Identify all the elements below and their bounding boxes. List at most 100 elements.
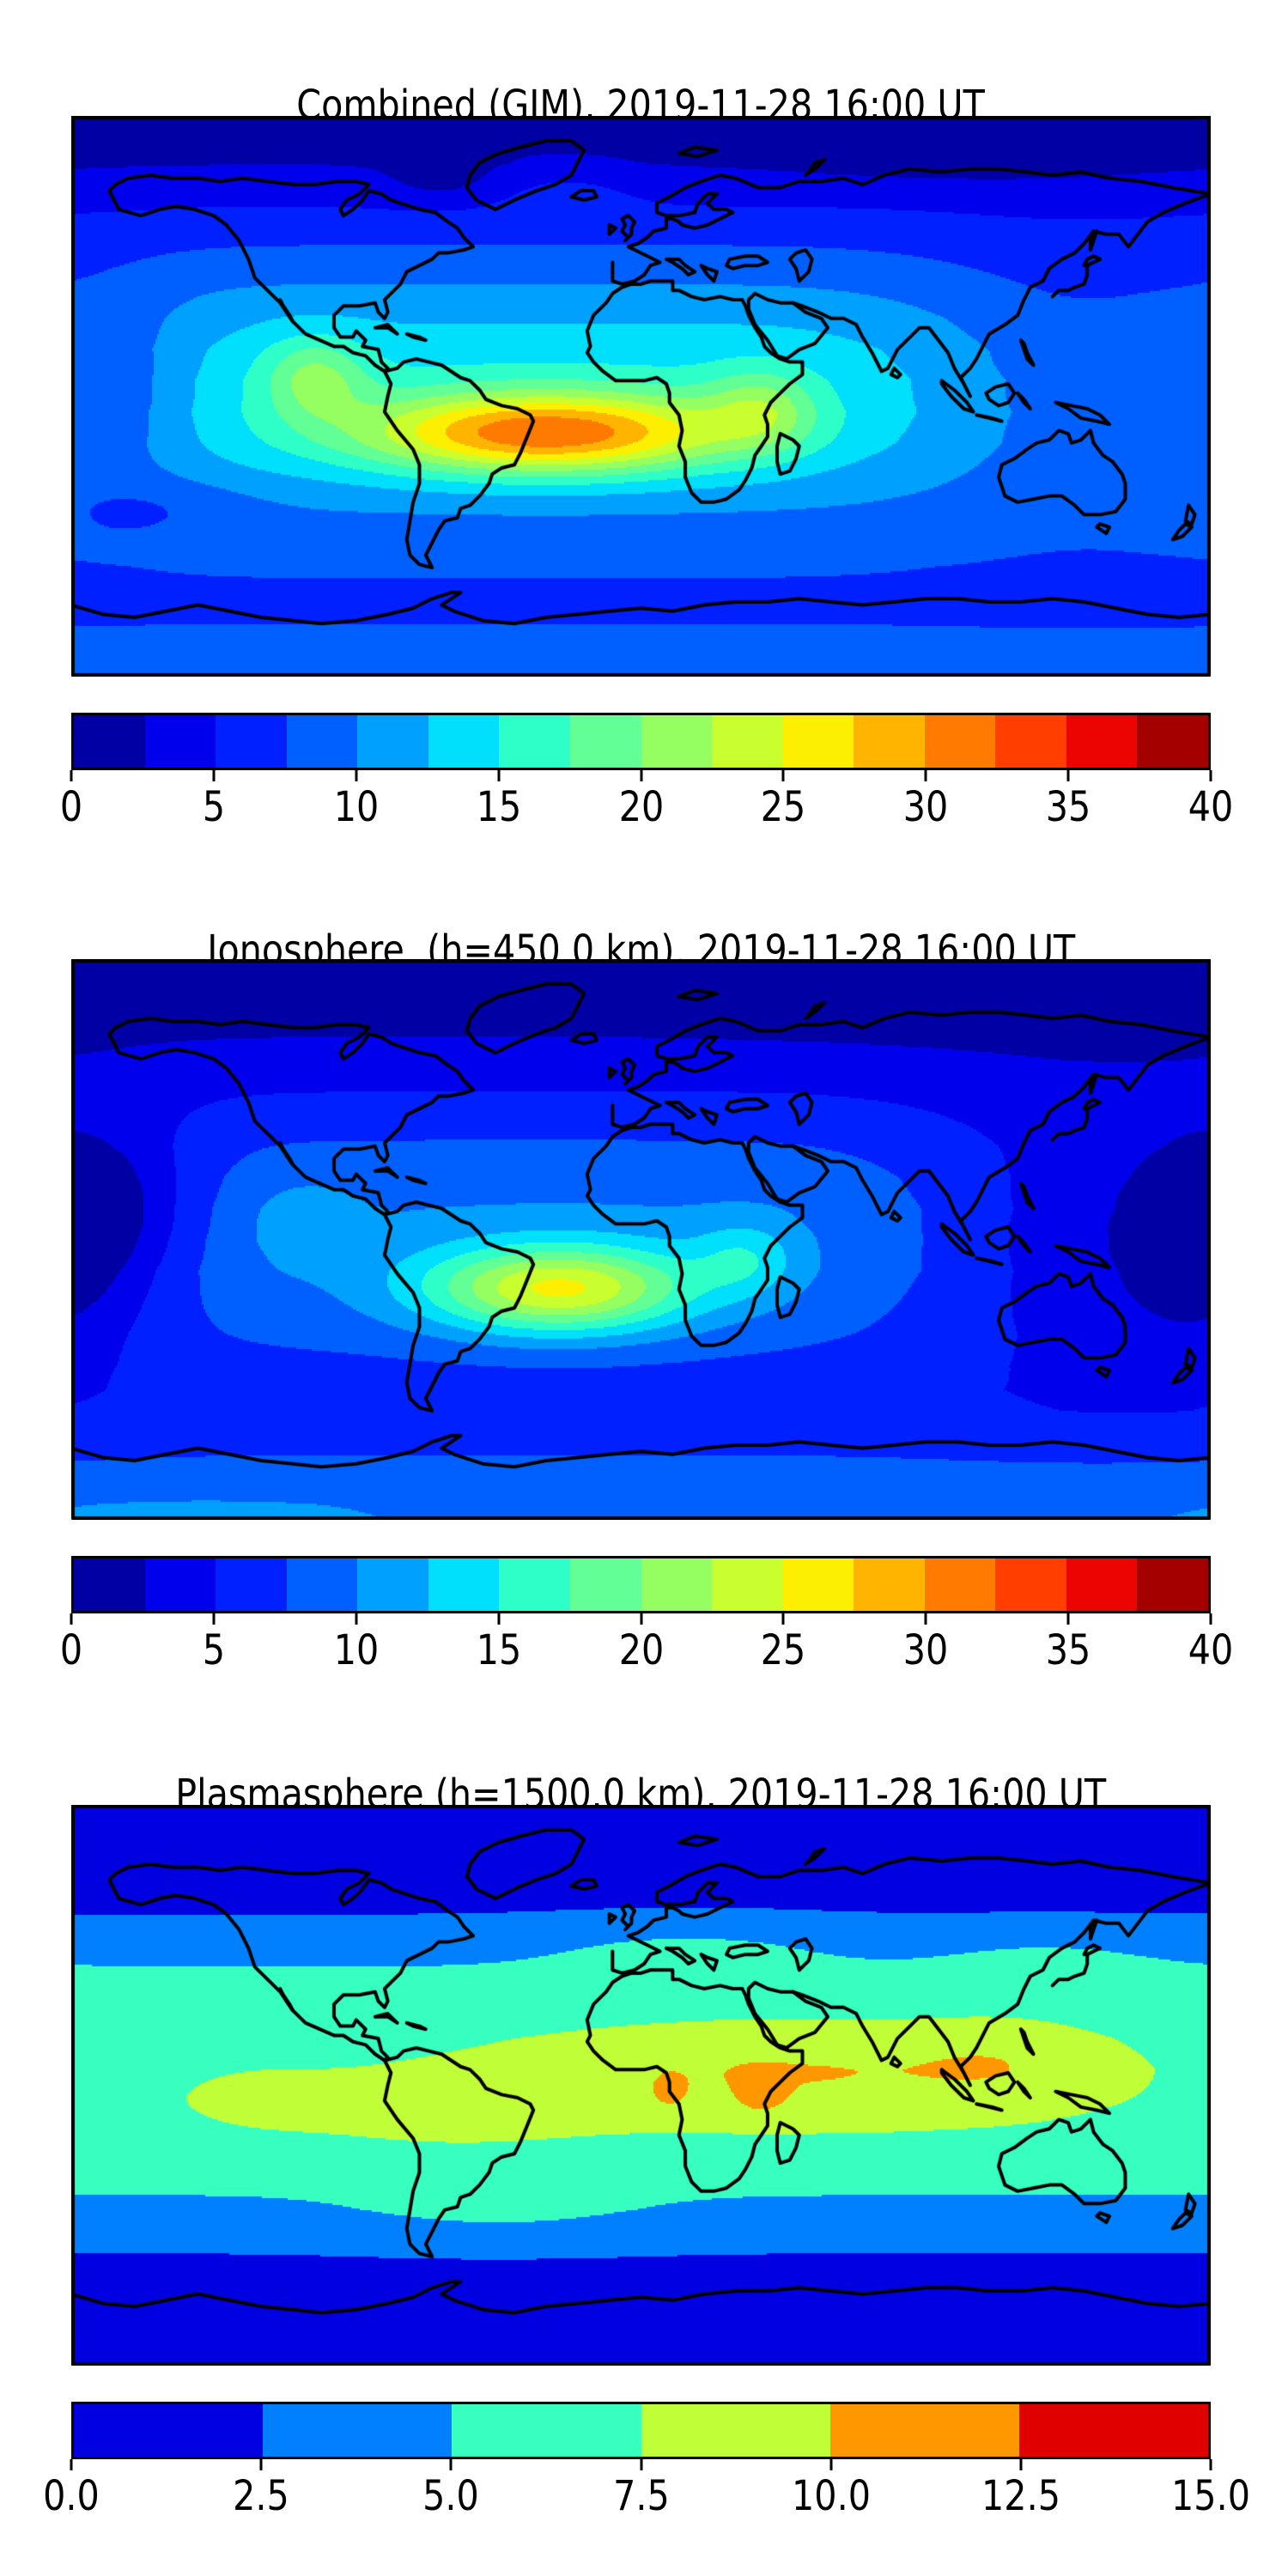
colorbar-tick-label: 15.0: [1171, 2472, 1250, 2520]
colorbar: 0 5 10 15 20 25 30 35 40: [60, 1556, 1233, 1673]
colorbar-tick-label: 35: [1045, 783, 1091, 831]
colorbar-tick: [640, 1613, 642, 1625]
colorbar-labels: 0.0 2.5 5.0 7.5 10.0 12.5 15.0: [43, 2472, 1250, 2522]
colorbar-segment: [74, 715, 145, 768]
colorbar-segment: [1137, 1558, 1208, 1611]
colorbar-tick-label: 2.5: [233, 2472, 289, 2520]
colorbar-segment: [782, 715, 854, 768]
colorbar-tick-label: 7.5: [612, 2472, 670, 2520]
colorbar-segment: [712, 1558, 783, 1611]
colorbar-ticks: [70, 1613, 1212, 1625]
colorbar-tick: [70, 1613, 73, 1625]
colorbar-tick-label: 12.5: [981, 2472, 1060, 2520]
colorbar-tick: [829, 2459, 833, 2470]
colorbar-segment: [428, 715, 500, 768]
colorbar-tick: [70, 2459, 73, 2470]
colorbar-tick: [497, 1613, 501, 1625]
colorbar-tick: [1209, 770, 1212, 781]
colorbar-gradient: [71, 1556, 1211, 1613]
colorbar-segment: [1066, 715, 1138, 768]
world-map-canvas: [71, 116, 1211, 677]
colorbar-tick-label: 10.0: [791, 2472, 871, 2520]
colorbar-segment: [924, 1558, 996, 1611]
colorbar-tick-label: 30: [902, 1626, 949, 1674]
colorbar-labels: 0 5 10 15 20 25 30 35 40: [60, 1626, 1233, 1676]
colorbar-tick-label: 35: [1045, 1626, 1091, 1674]
colorbar-labels: 0 5 10 15 20 25 30 35 40: [60, 783, 1233, 833]
colorbar-segment: [641, 715, 713, 768]
colorbar-tick-label: 20: [618, 783, 664, 831]
colorbar-segment: [641, 2404, 830, 2457]
colorbar-tick: [355, 1613, 358, 1625]
colorbar-tick-label: 30: [902, 783, 949, 831]
colorbar-tick-label: 5: [202, 783, 226, 831]
colorbar-tick: [924, 1613, 927, 1625]
colorbar-tick: [497, 770, 501, 781]
colorbar-segment: [641, 1558, 713, 1611]
colorbar-tick-label: 0: [59, 1626, 83, 1674]
colorbar-tick-label: 0: [59, 783, 83, 831]
colorbar-segment: [428, 1558, 500, 1611]
colorbar-segment: [499, 1558, 570, 1611]
colorbar-tick: [449, 2459, 453, 2470]
colorbar-tick: [1066, 1613, 1070, 1625]
colorbar-segment: [1018, 2404, 1209, 2457]
colorbar-segment: [1066, 1558, 1138, 1611]
world-map-canvas: [71, 959, 1211, 1520]
colorbar-tick-label: 0.0: [43, 2472, 100, 2520]
colorbar: 0 5 10 15 20 25 30 35 40: [60, 713, 1233, 829]
colorbar-tick: [640, 770, 642, 781]
colorbar-segment: [995, 1558, 1066, 1611]
colorbar-tick: [640, 2459, 642, 2470]
colorbar-ticks: [70, 2459, 1212, 2471]
colorbar-tick-label: 5.0: [422, 2472, 480, 2520]
colorbar-tick: [212, 1613, 216, 1625]
colorbar-tick: [70, 770, 73, 781]
colorbar-tick: [781, 770, 785, 781]
colorbar-tick: [924, 770, 927, 781]
colorbar-tick-label: 25: [761, 1626, 806, 1674]
colorbar-segment: [499, 715, 570, 768]
colorbar-segment: [829, 2404, 1019, 2457]
colorbar-tick-label: 40: [1188, 783, 1234, 831]
colorbar-segment: [1137, 715, 1208, 768]
colorbar-tick-label: 25: [761, 783, 806, 831]
colorbar-tick: [355, 770, 358, 781]
colorbar-gradient: [71, 713, 1211, 770]
colorbar-segment: [74, 2404, 264, 2457]
colorbar-tick: [1066, 770, 1070, 781]
colorbar-tick-label: 5: [202, 1626, 226, 1674]
colorbar-segment: [263, 2404, 453, 2457]
colorbar-segment: [74, 1558, 145, 1611]
colorbar-segment: [995, 715, 1066, 768]
colorbar-tick: [212, 770, 216, 781]
colorbar-segment: [452, 2404, 641, 2457]
colorbar-segment: [854, 715, 925, 768]
colorbar-segment: [569, 1558, 641, 1611]
colorbar-tick: [781, 1613, 785, 1625]
colorbar-tick: [1209, 1613, 1212, 1625]
colorbar-segment: [357, 715, 428, 768]
colorbar-tick-label: 10: [333, 1626, 380, 1674]
colorbar-segment: [144, 1558, 216, 1611]
colorbar-segment: [924, 715, 996, 768]
world-map-canvas: [71, 1805, 1211, 2366]
colorbar-segment: [286, 1558, 358, 1611]
colorbar-tick-label: 15: [476, 1626, 521, 1674]
colorbar-segment: [286, 715, 358, 768]
colorbar-segment: [216, 715, 287, 768]
colorbar-segment: [216, 1558, 287, 1611]
colorbar-segment: [854, 1558, 925, 1611]
colorbar-gradient: [71, 2402, 1211, 2459]
colorbar-tick: [1209, 2459, 1212, 2470]
colorbar-segment: [357, 1558, 428, 1611]
colorbar-ticks: [70, 770, 1212, 782]
colorbar-tick-label: 40: [1188, 1626, 1234, 1674]
colorbar-segment: [569, 715, 641, 768]
colorbar-tick-label: 10: [333, 783, 380, 831]
colorbar-segment: [782, 1558, 854, 1611]
colorbar-tick-label: 20: [618, 1626, 664, 1674]
colorbar-tick-label: 15: [476, 783, 521, 831]
colorbar: 0.0 2.5 5.0 7.5 10.0 12.5 15.0: [43, 2402, 1250, 2518]
colorbar-tick: [1019, 2459, 1023, 2470]
